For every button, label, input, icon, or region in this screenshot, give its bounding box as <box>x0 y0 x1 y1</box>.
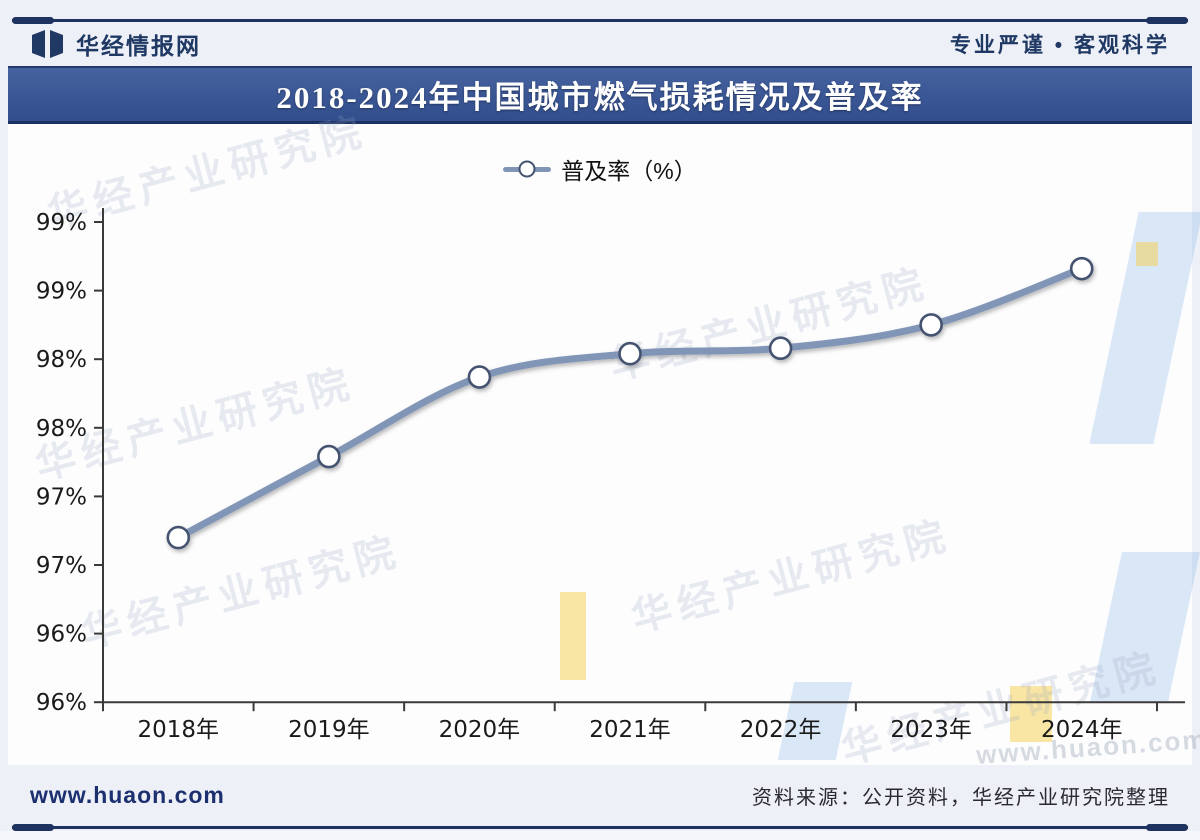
brand-name: 华经情报网 <box>76 33 201 59</box>
bottom-margin <box>0 831 1200 840</box>
header: 华经情报网 专业严谨 • 客观科学 <box>0 22 1200 66</box>
legend-circle-marker-icon <box>518 160 536 178</box>
data-point-marker <box>467 365 492 389</box>
data-point-marker <box>768 336 793 361</box>
line-chart: 99% 99% 98% 98% 97% 97% 96% 96% 2018年 2019年 2020年 2… <box>36 208 1185 743</box>
y-axis-label: 98% <box>36 347 87 373</box>
y-axis-label: 96% <box>36 622 87 648</box>
title-banner: 2018-2024年中国城市燃气损耗情况及普及率 <box>8 66 1192 124</box>
header-slogan: 专业严谨 • 客观科学 <box>949 34 1170 57</box>
x-axis-label: 2022年 <box>740 717 822 743</box>
data-point-marker <box>618 341 642 366</box>
x-axis-label: 2024年 <box>1041 717 1123 743</box>
footer: www.huaon.com 资料来源：公开资料，华经产业研究院整理 <box>0 765 1200 825</box>
y-axis-label: 97% <box>36 484 87 510</box>
top-divider <box>12 17 1188 24</box>
footer-source-note: 资料来源：公开资料，华经产业研究院整理 <box>752 786 1170 809</box>
y-axis-label: 96% <box>36 690 87 716</box>
data-point-marker <box>166 525 191 550</box>
data-point-marker <box>317 444 341 469</box>
book-logo-icon <box>32 30 63 58</box>
legend-label: 普及率（%） <box>561 158 697 184</box>
x-axis-label: 2018年 <box>138 717 220 743</box>
brand: 华经情报网 <box>30 27 201 61</box>
x-axis-label: 2023年 <box>890 717 972 743</box>
y-axis-label: 99% <box>36 210 87 236</box>
data-point-marker <box>919 313 943 337</box>
data-point-marker <box>1069 256 1094 281</box>
bottom-divider-left-cap <box>12 824 54 831</box>
x-axis-label: 2019年 <box>288 717 370 743</box>
series-line <box>174 265 1086 542</box>
legend-line-swatch <box>503 160 552 178</box>
footer-website: www.huaon.com <box>30 781 225 808</box>
top-divider-right-cap <box>1146 17 1188 24</box>
legend: 普及率（%） <box>8 152 1192 186</box>
y-axis-label: 97% <box>36 553 87 579</box>
bottom-divider-right-cap <box>1146 824 1188 831</box>
top-divider-left-cap <box>12 17 54 24</box>
series-penetration-rate <box>166 256 1094 550</box>
y-axis-label: 99% <box>36 279 87 305</box>
chart-title: 2018-2024年中国城市燃气损耗情况及普及率 <box>276 80 924 115</box>
bottom-divider <box>12 824 1188 831</box>
x-axis-label: 2020年 <box>439 717 521 743</box>
y-axis-label: 98% <box>36 416 87 442</box>
chart-area: 华经产业研究院 华经产业研究院 华经产业研究院 华经产业研究院 华经产业研究院 … <box>8 109 1200 773</box>
x-axis-label: 2021年 <box>589 717 671 743</box>
